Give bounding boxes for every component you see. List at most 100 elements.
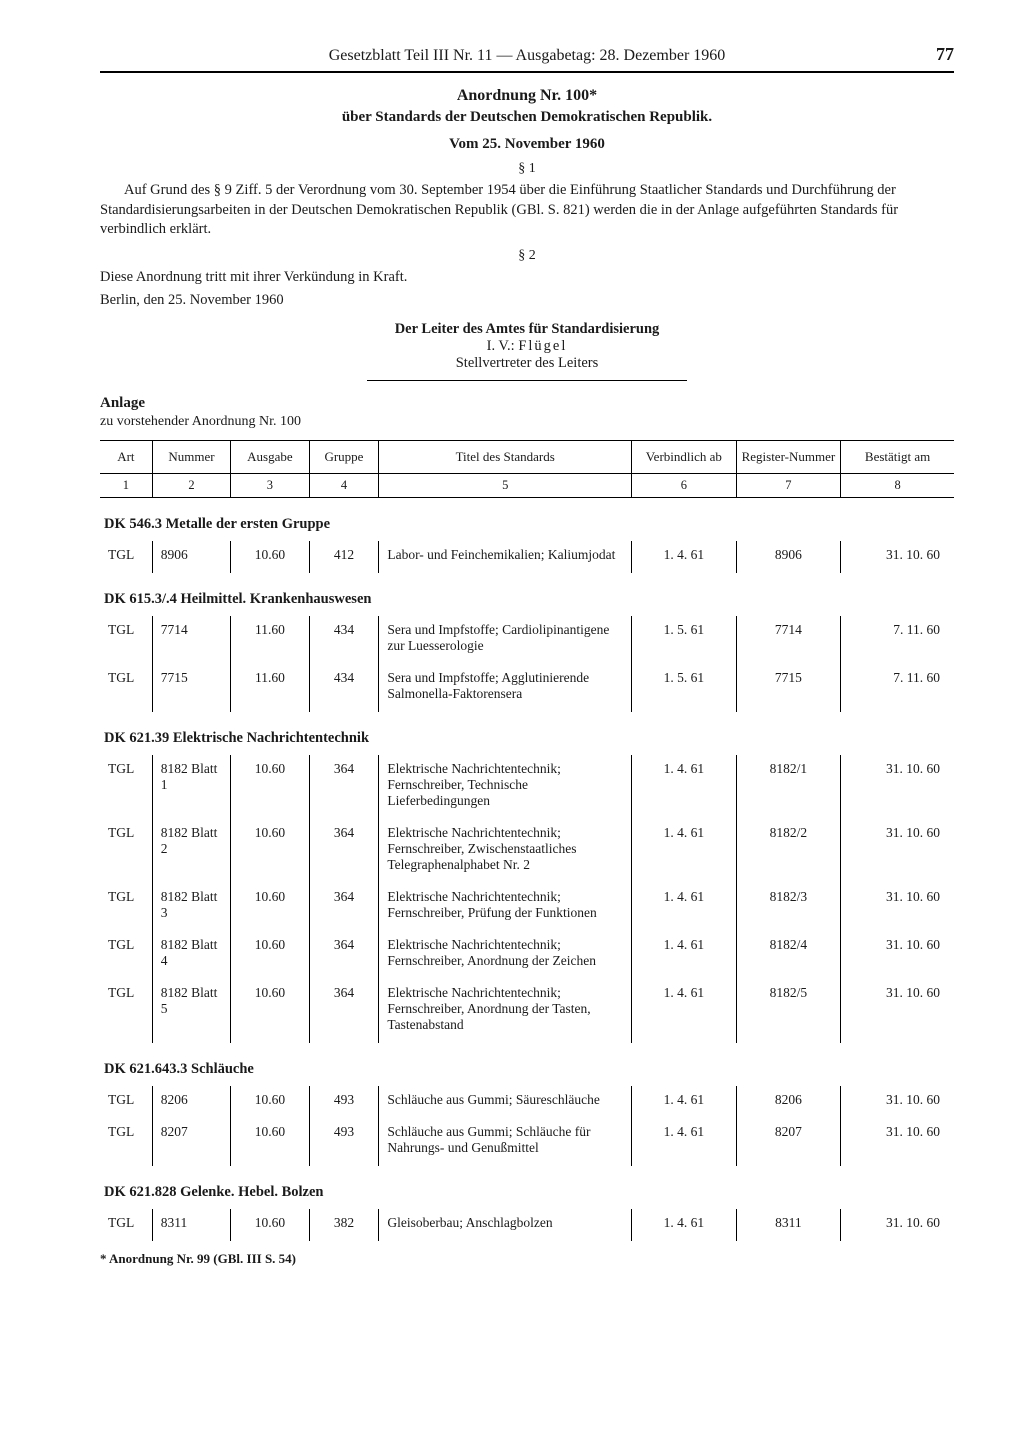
- cell-titel: Elektrische Nachrichtentechnik; Fernschr…: [379, 755, 632, 819]
- cell-grp: 412: [309, 541, 379, 573]
- table-body: DK 546.3 Metalle der ersten GruppeTGL890…: [100, 497, 954, 1241]
- section-heading: DK 621.643.3 Schläuche: [100, 1043, 954, 1086]
- table-row: TGL8182 Blatt 510.60364Elektrische Nachr…: [100, 979, 954, 1043]
- cell-ausg: 11.60: [231, 616, 309, 664]
- cell-ausg: 10.60: [231, 931, 309, 979]
- numcol-3: 3: [231, 473, 309, 497]
- cell-titel: Elektrische Nachrichtentechnik; Fernschr…: [379, 931, 632, 979]
- cell-titel: Elektrische Nachrichtentechnik; Fernschr…: [379, 883, 632, 931]
- cell-verb: 1. 4. 61: [632, 1118, 737, 1166]
- cell-reg: 8182/1: [736, 755, 841, 819]
- header-title: Gesetzblatt Teil III Nr. 11 — Ausgabetag…: [140, 47, 914, 65]
- col-verb: Verbindlich ab: [632, 440, 737, 473]
- table-row: TGL831110.60382Gleisoberbau; Anschlagbol…: [100, 1209, 954, 1241]
- section-1-symbol: § 1: [100, 161, 954, 177]
- col-art: Art: [100, 440, 152, 473]
- cell-grp: 434: [309, 664, 379, 712]
- cell-ausg: 10.60: [231, 819, 309, 883]
- cell-num: 8182 Blatt 5: [152, 979, 230, 1043]
- cell-titel: Elektrische Nachrichtentechnik; Fernschr…: [379, 979, 632, 1043]
- section-heading: DK 621.828 Gelenke. Hebel. Bolzen: [100, 1166, 954, 1209]
- cell-verb: 1. 4. 61: [632, 819, 737, 883]
- signature-block: Der Leiter des Amtes für Standardisierun…: [100, 321, 954, 372]
- table-row: TGL820610.60493Schläuche aus Gummi; Säur…: [100, 1086, 954, 1118]
- cell-verb: 1. 4. 61: [632, 883, 737, 931]
- cell-num: 8906: [152, 541, 230, 573]
- ordinance-title: Anordnung Nr. 100*: [100, 87, 954, 105]
- cell-art: TGL: [100, 541, 152, 573]
- cell-titel: Elektrische Nachrichtentechnik; Fernschr…: [379, 819, 632, 883]
- cell-best: 7. 11. 60: [841, 664, 954, 712]
- cell-num: 8182 Blatt 3: [152, 883, 230, 931]
- cell-best: 31. 10. 60: [841, 755, 954, 819]
- col-num: Nummer: [152, 440, 230, 473]
- signature-line: I. V.: Flügel: [100, 338, 954, 355]
- table-header-row: Art Nummer Ausgabe Gruppe Titel des Stan…: [100, 440, 954, 473]
- footnote: * Anordnung Nr. 99 (GBl. III S. 54): [100, 1251, 954, 1267]
- cell-num: 8207: [152, 1118, 230, 1166]
- cell-reg: 8207: [736, 1118, 841, 1166]
- cell-num: 8182 Blatt 1: [152, 755, 230, 819]
- cell-verb: 1. 4. 61: [632, 931, 737, 979]
- cell-ausg: 10.60: [231, 1118, 309, 1166]
- cell-num: 7715: [152, 664, 230, 712]
- cell-num: 8182 Blatt 4: [152, 931, 230, 979]
- cell-best: 31. 10. 60: [841, 1118, 954, 1166]
- table-row: TGL8182 Blatt 410.60364Elektrische Nachr…: [100, 931, 954, 979]
- cell-grp: 493: [309, 1086, 379, 1118]
- cell-titel: Sera und Impfstoffe; Cardio­lipinantigen…: [379, 616, 632, 664]
- cell-art: TGL: [100, 1209, 152, 1241]
- cell-best: 31. 10. 60: [841, 883, 954, 931]
- cell-verb: 1. 5. 61: [632, 664, 737, 712]
- table-row: TGL8182 Blatt 110.60364Elektrische Nachr…: [100, 755, 954, 819]
- cell-art: TGL: [100, 1118, 152, 1166]
- table-head: Art Nummer Ausgabe Gruppe Titel des Stan…: [100, 440, 954, 497]
- col-ausg: Ausgabe: [231, 440, 309, 473]
- section-heading: DK 546.3 Metalle der ersten Gruppe: [100, 497, 954, 541]
- cell-reg: 8906: [736, 541, 841, 573]
- paragraph-3: Berlin, den 25. November 1960: [100, 291, 954, 311]
- numcol-1: 1: [100, 473, 152, 497]
- cell-reg: 8206: [736, 1086, 841, 1118]
- cell-reg: 7715: [736, 664, 841, 712]
- ordinance-subtitle: über Standards der Deutschen Demokratisc…: [100, 109, 954, 126]
- table-row: TGL771511.60434Sera und Impfstoffe; Aggl…: [100, 664, 954, 712]
- section-heading: DK 621.39 Elektrische Nachrichtentechnik: [100, 712, 954, 755]
- cell-verb: 1. 4. 61: [632, 979, 737, 1043]
- paragraph-2: Diese Anordnung tritt mit ihrer Verkündu…: [100, 268, 954, 288]
- section-heading: DK 615.3/.4 Heilmittel. Krankenhauswesen: [100, 573, 954, 616]
- cell-titel: Schläuche aus Gummi; Säureschläuche: [379, 1086, 632, 1118]
- cell-best: 31. 10. 60: [841, 931, 954, 979]
- numcol-5: 5: [379, 473, 632, 497]
- numcol-4: 4: [309, 473, 379, 497]
- table-number-row: 1 2 3 4 5 6 7 8: [100, 473, 954, 497]
- divider: [367, 380, 687, 381]
- cell-grp: 364: [309, 979, 379, 1043]
- cell-reg: 8182/2: [736, 819, 841, 883]
- cell-titel: Sera und Impfstoffe; Agglutinierende Sal…: [379, 664, 632, 712]
- cell-reg: 8182/5: [736, 979, 841, 1043]
- cell-best: 31. 10. 60: [841, 979, 954, 1043]
- numcol-6: 6: [632, 473, 737, 497]
- cell-best: 7. 11. 60: [841, 616, 954, 664]
- cell-titel: Gleisoberbau; Anschlagbolzen: [379, 1209, 632, 1241]
- table-row: TGL771411.60434Sera und Impfstoffe; Card…: [100, 616, 954, 664]
- table-row: TGL8182 Blatt 310.60364Elektrische Nachr…: [100, 883, 954, 931]
- cell-reg: 8182/3: [736, 883, 841, 931]
- signature-name: Flügel: [518, 338, 567, 354]
- section-2-symbol: § 2: [100, 248, 954, 264]
- cell-art: TGL: [100, 931, 152, 979]
- cell-verb: 1. 4. 61: [632, 541, 737, 573]
- cell-ausg: 10.60: [231, 541, 309, 573]
- cell-titel: Labor- und Feinchemikalien; Kaliumjodat: [379, 541, 632, 573]
- cell-verb: 1. 4. 61: [632, 1209, 737, 1241]
- cell-art: TGL: [100, 819, 152, 883]
- numcol-8: 8: [841, 473, 954, 497]
- anlage-subheading: zu vorstehender Anordnung Nr. 100: [100, 414, 954, 430]
- standards-table: Art Nummer Ausgabe Gruppe Titel des Stan…: [100, 440, 954, 1241]
- cell-ausg: 10.60: [231, 755, 309, 819]
- signature-office: Der Leiter des Amtes für Standardisierun…: [100, 321, 954, 338]
- cell-grp: 493: [309, 1118, 379, 1166]
- col-grp: Gruppe: [309, 440, 379, 473]
- cell-grp: 364: [309, 819, 379, 883]
